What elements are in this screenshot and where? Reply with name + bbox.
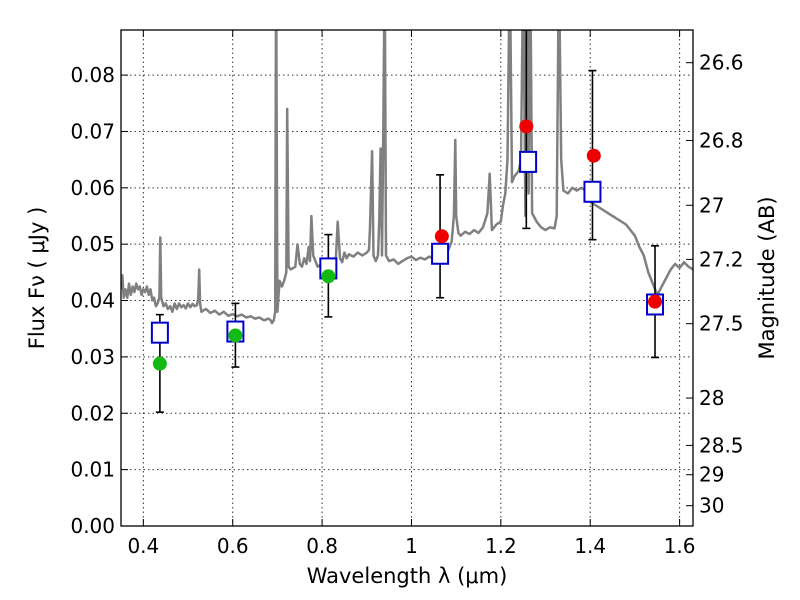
x-axis-label: Wavelength λ (μm) <box>307 564 508 588</box>
model-flux-square <box>431 242 450 265</box>
observed-flux-point <box>648 294 663 309</box>
model-spectrum-line <box>121 30 693 325</box>
x-tick-label: 1.4 <box>574 534 606 558</box>
x-tick-label: 1.6 <box>664 534 696 558</box>
right-tick-label: 26.6 <box>699 51 744 75</box>
right-tick-label: 26.8 <box>699 128 744 152</box>
y-axis-label: Flux Fν ( μJy ) <box>25 207 49 350</box>
observed-flux-point <box>586 148 601 163</box>
right-tick-label: 29 <box>699 463 724 487</box>
x-tick-label: 0.8 <box>306 534 338 558</box>
y-tick-label: 0.04 <box>70 289 115 313</box>
right-axis-label: Magnitude (AB) <box>755 196 779 359</box>
grid <box>121 30 693 527</box>
y-tick-label: 0.02 <box>70 401 115 425</box>
y-tick-label: 0.06 <box>70 176 115 200</box>
y-tick-label: 0.07 <box>70 119 115 143</box>
observed-flux-point <box>434 229 449 244</box>
model-flux-square <box>519 150 538 173</box>
x-tick-label: 1.2 <box>485 534 517 558</box>
y-tick-label: 0.01 <box>70 458 115 482</box>
right-tick-label: 27 <box>699 193 724 217</box>
observed-flux-point <box>152 356 167 371</box>
observed-flux-point <box>228 328 243 343</box>
y-tick-label: 0.08 <box>70 63 115 87</box>
y-tick-label: 0.03 <box>70 345 115 369</box>
y-tick-label: 0.00 <box>70 514 115 538</box>
right-tick-label: 27.2 <box>699 247 744 271</box>
plot-frame <box>120 29 694 527</box>
x-tick-label: 0.6 <box>217 534 249 558</box>
x-tick-label: 0.4 <box>127 534 159 558</box>
y-tick-label: 0.05 <box>70 232 115 256</box>
right-tick-label: 30 <box>699 494 724 518</box>
right-tick-label: 28 <box>699 386 724 410</box>
plot-area <box>121 30 693 413</box>
observed-flux-point <box>321 269 336 284</box>
model-flux-square <box>150 321 169 344</box>
observed-flux-point <box>519 119 534 134</box>
model-flux-square <box>583 180 602 203</box>
right-tick-label: 28.5 <box>699 433 744 457</box>
axes: 0.4 0.6 0.8 1 1.2 1.4 1.6 0.00 0.01 0.02 0.03 0.04 0… <box>70 30 744 558</box>
x-tick-label: 1 <box>405 534 418 558</box>
right-tick-label: 27.5 <box>699 312 744 336</box>
